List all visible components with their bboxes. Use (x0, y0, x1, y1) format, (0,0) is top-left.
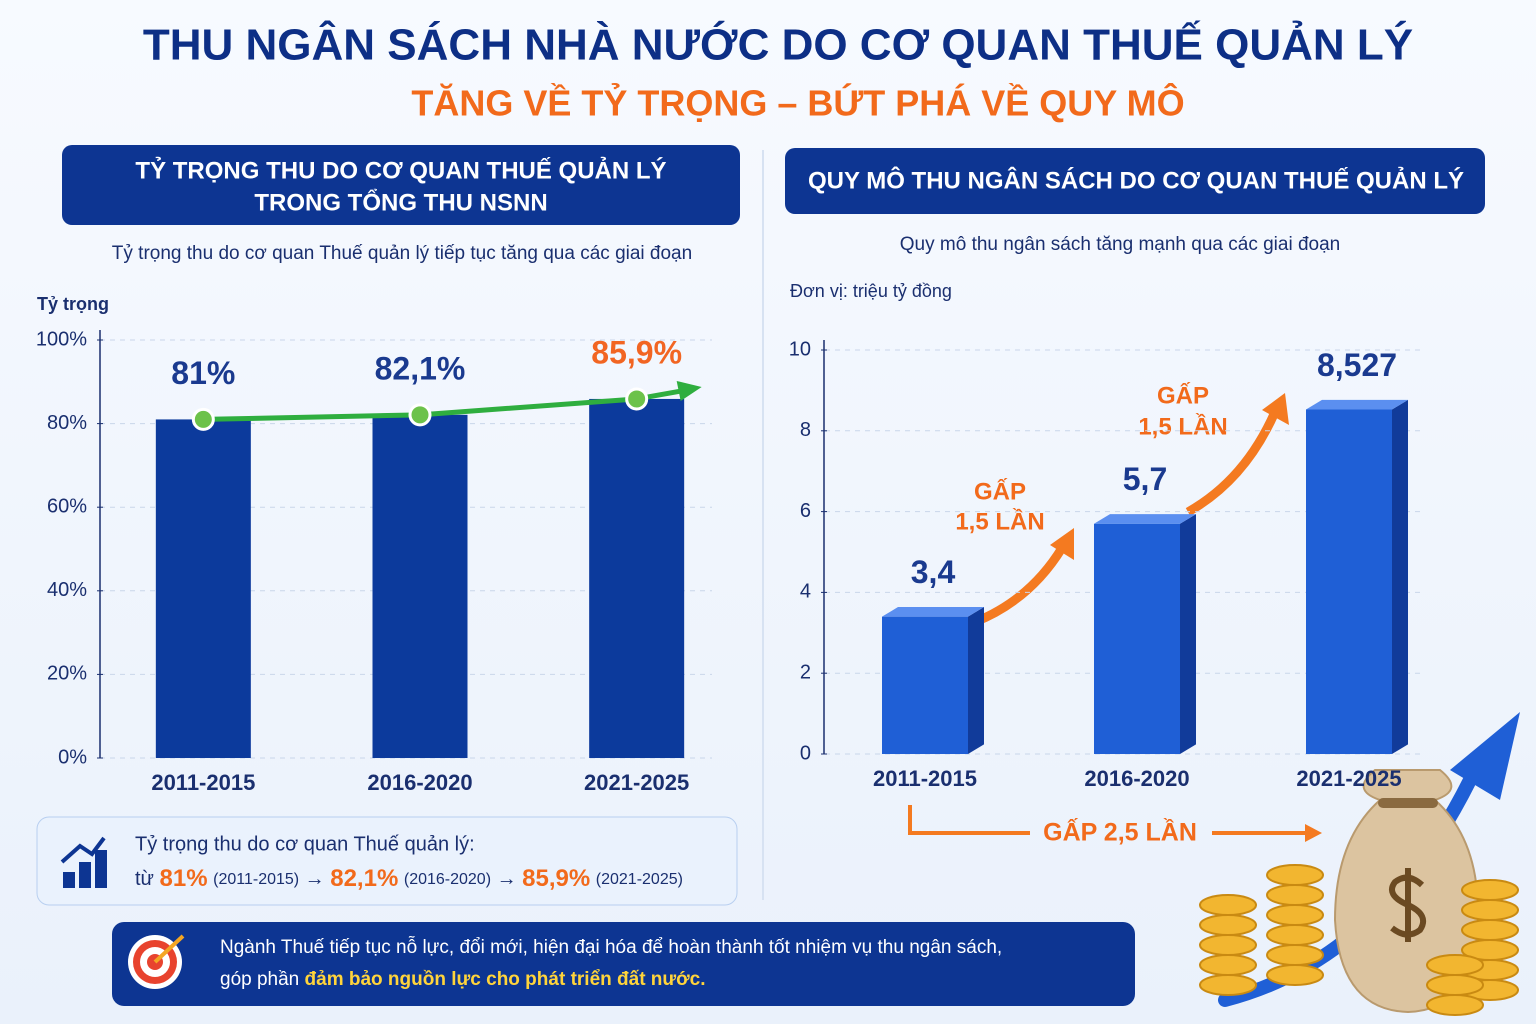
chart-subtitle: Quy mô thu ngân sách tăng mạnh qua các g… (900, 234, 1340, 255)
panel-header (62, 145, 740, 225)
bar-top (882, 607, 984, 617)
footer-text: góp phần (220, 969, 299, 990)
value-label: 82,1% (375, 350, 466, 386)
y-tick-label: 60% (47, 495, 87, 517)
bar-top (1094, 514, 1196, 524)
x-tick-label: 2021-2025 (584, 770, 689, 795)
main-title: THU NGÂN SÁCH NHÀ NƯỚC DO CƠ QUAN THUẾ Q… (143, 20, 1413, 70)
y-tick-label: 80% (47, 412, 87, 434)
y-tick-label: 2 (800, 661, 811, 683)
summary-arrow: → (305, 868, 325, 890)
growth-arrow (973, 545, 1066, 627)
arrow-head (1305, 824, 1322, 842)
summary-value: 81% (160, 865, 208, 892)
bar (372, 414, 468, 758)
value-label: 81% (171, 355, 235, 391)
target-icon (128, 934, 185, 989)
arrow-head (1050, 528, 1074, 560)
trend-arrow-head (676, 380, 702, 401)
trend-point (408, 403, 432, 427)
y-tick-label: 10 (789, 338, 811, 360)
x-tick-label: 2021-2025 (1296, 766, 1401, 791)
y-axis-title: Đơn vị: triệu tỷ đồng (790, 281, 952, 301)
summary-title: Tỷ trọng thu do cơ quan Thuế quản lý: (135, 833, 475, 855)
trend-point (191, 407, 215, 431)
trend-point (625, 387, 649, 411)
y-tick-label: 0 (800, 742, 811, 764)
summary-value: 85,9% (522, 865, 590, 892)
bar-side (1392, 399, 1408, 754)
annotation: GẤP (1157, 381, 1209, 409)
y-tick-label: 20% (47, 663, 87, 685)
bar (882, 616, 968, 754)
chart-subtitle: Tỷ trọng thu do cơ quan Thuế quản lý tiế… (112, 243, 692, 264)
summary-icon (60, 836, 107, 888)
y-tick-label: 100% (36, 328, 87, 350)
bar (1306, 409, 1392, 754)
summary-period: (2011-2015) (213, 871, 299, 888)
footer-text: Ngành Thuế tiếp tục nỗ lực, đổi mới, hiệ… (220, 936, 1002, 958)
y-tick-label: 0% (58, 746, 87, 768)
summary-arrow: → (497, 868, 517, 890)
main-subtitle: TĂNG VỀ TỶ TRỌNG – BỨT PHÁ VỀ QUY MÔ (411, 82, 1184, 124)
footer-box (112, 922, 1135, 1006)
x-tick-label: 2011-2015 (873, 766, 977, 791)
bracket (908, 805, 1305, 835)
y-axis-title: Tỷ trọng (37, 294, 109, 314)
bar (589, 398, 685, 758)
bar (1094, 523, 1180, 754)
summary-text: từ (135, 868, 154, 890)
x-tick-label: 2016-2020 (1084, 766, 1189, 791)
value-label: 85,9% (591, 334, 682, 370)
bar-side (1180, 514, 1196, 754)
value-label: 5,7 (1123, 461, 1167, 497)
summary-line: từ 81% (2011-2015) → 82,1% (2016-2020) →… (135, 865, 683, 892)
panel-title: QUY MÔ THU NGÂN SÁCH DO CƠ QUAN THUẾ QUẢ… (808, 165, 1464, 194)
y-tick-label: 8 (800, 419, 811, 441)
panel-title: TRONG TỔNG THU NSNN (254, 188, 547, 216)
summary-period: (2021-2025) (596, 871, 683, 888)
x-tick-label: 2011-2015 (151, 770, 255, 795)
panel-header (785, 148, 1485, 214)
summary-period: (2016-2020) (404, 871, 491, 888)
summary-value: 82,1% (330, 865, 398, 892)
bar-side (968, 607, 984, 754)
y-tick-label: 4 (800, 581, 811, 603)
x-tick-label: 2016-2020 (367, 770, 472, 795)
value-label: 8,527 (1317, 347, 1397, 383)
arrow-head (1262, 393, 1289, 425)
panel-title: TỶ TRỌNG THU DO CƠ QUAN THUẾ QUẢN LÝ (135, 155, 666, 184)
summary-box (36, 816, 738, 906)
growth-arrow (1185, 410, 1280, 516)
annotation: GẤP (974, 477, 1026, 505)
footer-highlight: đảm bảo nguồn lực cho phát triển đất nướ… (305, 969, 706, 990)
y-tick-label: 40% (47, 579, 87, 601)
footer-line: góp phần đảm bảo nguồn lực cho phát triể… (220, 969, 706, 990)
y-tick-label: 6 (800, 500, 811, 522)
money-illustration (1199, 712, 1520, 1016)
annotation: 1,5 LẦN (1138, 412, 1227, 440)
bar-top (1306, 399, 1408, 410)
bar (155, 419, 251, 758)
annotation: GẤP 2,5 LẦN (1043, 818, 1197, 847)
value-label: 3,4 (911, 554, 956, 590)
